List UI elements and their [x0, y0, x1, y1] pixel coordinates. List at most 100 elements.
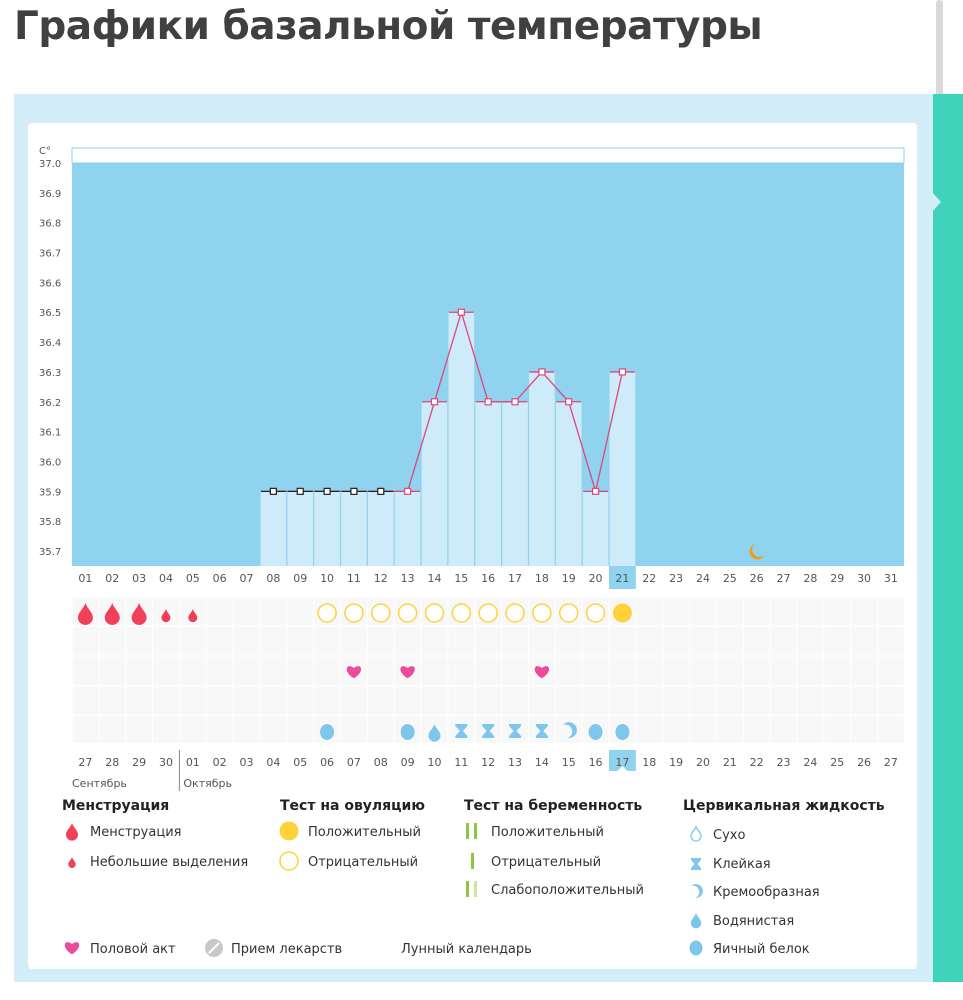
temperature-point[interactable]: [430, 398, 439, 406]
legend-pregnancy-positive-icon: [474, 823, 477, 839]
day-label: 28: [803, 572, 817, 585]
y-tick-label: 36.6: [39, 278, 61, 289]
temperature-point[interactable]: [377, 487, 385, 495]
day-label: 23: [669, 572, 683, 585]
temperature-bar: [367, 491, 394, 566]
cycle-day-label: 23: [777, 756, 791, 769]
cycle-day-label: 18: [642, 756, 656, 769]
day-label: 13: [401, 572, 415, 585]
current-day-highlight[interactable]: [609, 566, 636, 589]
legend-ovulation-negative-icon: [279, 851, 299, 871]
sticky-hourglass-icon: [455, 724, 468, 738]
temperature-point[interactable]: [618, 368, 627, 376]
cycle-day-label: 02: [213, 756, 227, 769]
moon-icon: [749, 544, 765, 560]
side-panel-toggle[interactable]: [933, 94, 963, 982]
legend-intercourse-label: Половой акт: [90, 942, 176, 957]
legend-medication-icon-stroke: [208, 942, 220, 954]
day-label: 17: [508, 572, 522, 585]
menstruation-drop-icon: [104, 603, 120, 625]
legend-sticky-icon: [691, 858, 701, 870]
legend-sticky-label: Клейкая: [713, 857, 771, 872]
legend-menstruation-icon: [66, 823, 78, 841]
chart-card: C° 37.0 36.9 36.8 36.7 36.6 36.5 36.4 36.3 36.2 36…: [28, 123, 917, 969]
temperature-point[interactable]: [484, 398, 492, 406]
temperature-bar: [609, 371, 636, 566]
temperature-point[interactable]: [269, 487, 277, 495]
light-spotting-drop-icon: [161, 609, 171, 623]
cycle-day-label: 08: [374, 756, 388, 769]
cycle-day-label: 20: [696, 756, 710, 769]
cycle-day-label: 01: [186, 756, 200, 769]
page-title: Графики базальной температуры: [14, 4, 763, 49]
sticky-hourglass-icon: [482, 724, 495, 738]
day-label: 19: [562, 572, 576, 585]
temperature-bar: [260, 491, 287, 566]
temperature-bar: [287, 491, 314, 566]
temperature-point[interactable]: [457, 308, 465, 316]
day-label: 05: [186, 572, 200, 585]
legend-pregnancy-weak-icon: [466, 881, 469, 897]
y-tick-label: 36.1: [39, 428, 61, 439]
ovulation-negative-icon: [451, 603, 472, 623]
day-label: 25: [723, 572, 737, 585]
legend-pregnancy-weak-label: Слабоположительный: [491, 883, 644, 898]
current-day-notch-icon: [617, 766, 628, 771]
temperature-bar: [421, 401, 448, 566]
legend-ovulation-title: Тест на овуляцию: [280, 798, 425, 814]
watery-drop-icon: [428, 724, 441, 742]
cycle-day-label: 29: [132, 756, 146, 769]
legend-pregnancy-positive-icon: [466, 823, 469, 839]
day-label: 18: [535, 572, 549, 585]
y-tick-label: 36.7: [39, 249, 61, 260]
legend-dry-icon: [690, 824, 702, 842]
y-tick-label: 35.7: [39, 547, 61, 558]
day-label: 12: [374, 572, 388, 585]
day-label: 01: [78, 572, 92, 585]
temperature-point[interactable]: [323, 487, 331, 495]
cycle-day-label: 27: [884, 756, 898, 769]
sticky-hourglass-icon: [535, 724, 548, 738]
sticky-hourglass-icon: [509, 724, 522, 738]
temperature-point[interactable]: [404, 487, 412, 495]
cycle-day-label: 10: [427, 756, 441, 769]
intercourse-heart-icon: [346, 666, 362, 679]
legend-watery-icon: [690, 913, 702, 929]
temperature-point[interactable]: [296, 487, 304, 495]
cycle-day-label: 26: [857, 756, 871, 769]
egg-white-icon: [615, 724, 630, 740]
cycle-day-label: 09: [401, 756, 415, 769]
legend-ovulation-positive-label: Положительный: [308, 825, 421, 840]
ovulation-negative-icon: [532, 603, 552, 623]
legend-light-spotting-icon: [68, 857, 76, 868]
day-label: 06: [213, 572, 227, 585]
cycle-day-label: 15: [562, 756, 576, 769]
temperature-bar: [555, 401, 582, 566]
plot-top-band: [71, 147, 905, 164]
temperature-chart: C° 37.0 36.9 36.8 36.7 36.6 36.5 36.4 36.3 36.2 36…: [39, 146, 905, 957]
light-spotting-drop-icon: [188, 609, 198, 623]
temperature-point[interactable]: [565, 398, 573, 406]
current-cycle-day-highlight[interactable]: [609, 750, 636, 771]
y-tick-label: 36.5: [39, 308, 61, 319]
cycle-day-label: 22: [750, 756, 764, 769]
cycle-day-label: 14: [535, 756, 549, 769]
y-axis-unit: C°: [39, 146, 51, 157]
ovulation-negative-icon: [371, 603, 391, 623]
creamy-icon: [562, 722, 577, 739]
temperature-point[interactable]: [350, 487, 358, 495]
ovulation-negative-icon: [397, 603, 418, 623]
day-label: 20: [589, 572, 603, 585]
temperature-point[interactable]: [538, 368, 546, 376]
day-label: 10: [320, 572, 334, 585]
legend-light-spotting-label: Небольшие выделения: [90, 855, 248, 870]
day-label: 02: [105, 572, 119, 585]
temperature-point[interactable]: [591, 487, 600, 495]
cycle-day-label: 24: [803, 756, 817, 769]
day-label: 11: [347, 572, 361, 585]
cycle-day-label: 25: [830, 756, 844, 769]
month-next-label: Октябрь: [183, 777, 232, 790]
egg-white-icon: [588, 724, 603, 740]
temperature-point[interactable]: [511, 398, 519, 406]
day-label: 22: [642, 572, 656, 585]
